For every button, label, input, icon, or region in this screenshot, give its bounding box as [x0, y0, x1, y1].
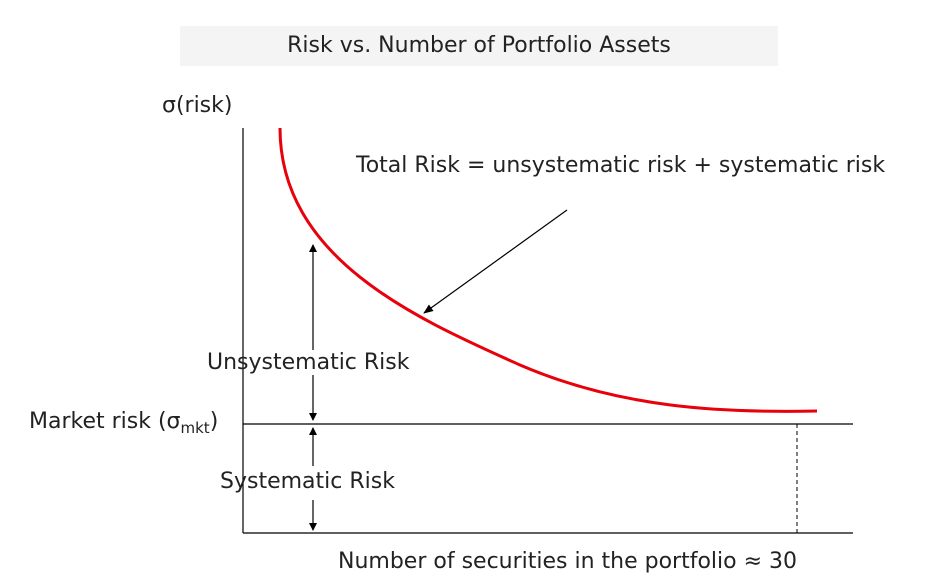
unsystematic-risk-label: Unsystematic Risk — [207, 350, 410, 375]
diagram-title: Risk vs. Number of Portfolio Assets — [287, 33, 671, 58]
market-risk-label: Market risk (σmkt) — [29, 408, 218, 436]
title-background — [180, 26, 778, 66]
total-risk-curve — [278, 127, 818, 413]
market-risk-subscript: mkt — [180, 419, 210, 437]
market-risk-prefix: Market risk (σ — [29, 409, 181, 434]
total-risk-pointer-arrow — [423, 209, 568, 314]
x-axis-label: Number of securities in the portfolio ≈ … — [338, 549, 798, 574]
y-axis-label: σ(risk) — [162, 93, 233, 118]
total-risk-annotation: Total Risk = unsystematic risk + systema… — [356, 153, 886, 178]
systematic-risk-label: Systematic Risk — [220, 469, 395, 494]
market-risk-suffix: ) — [209, 409, 219, 434]
